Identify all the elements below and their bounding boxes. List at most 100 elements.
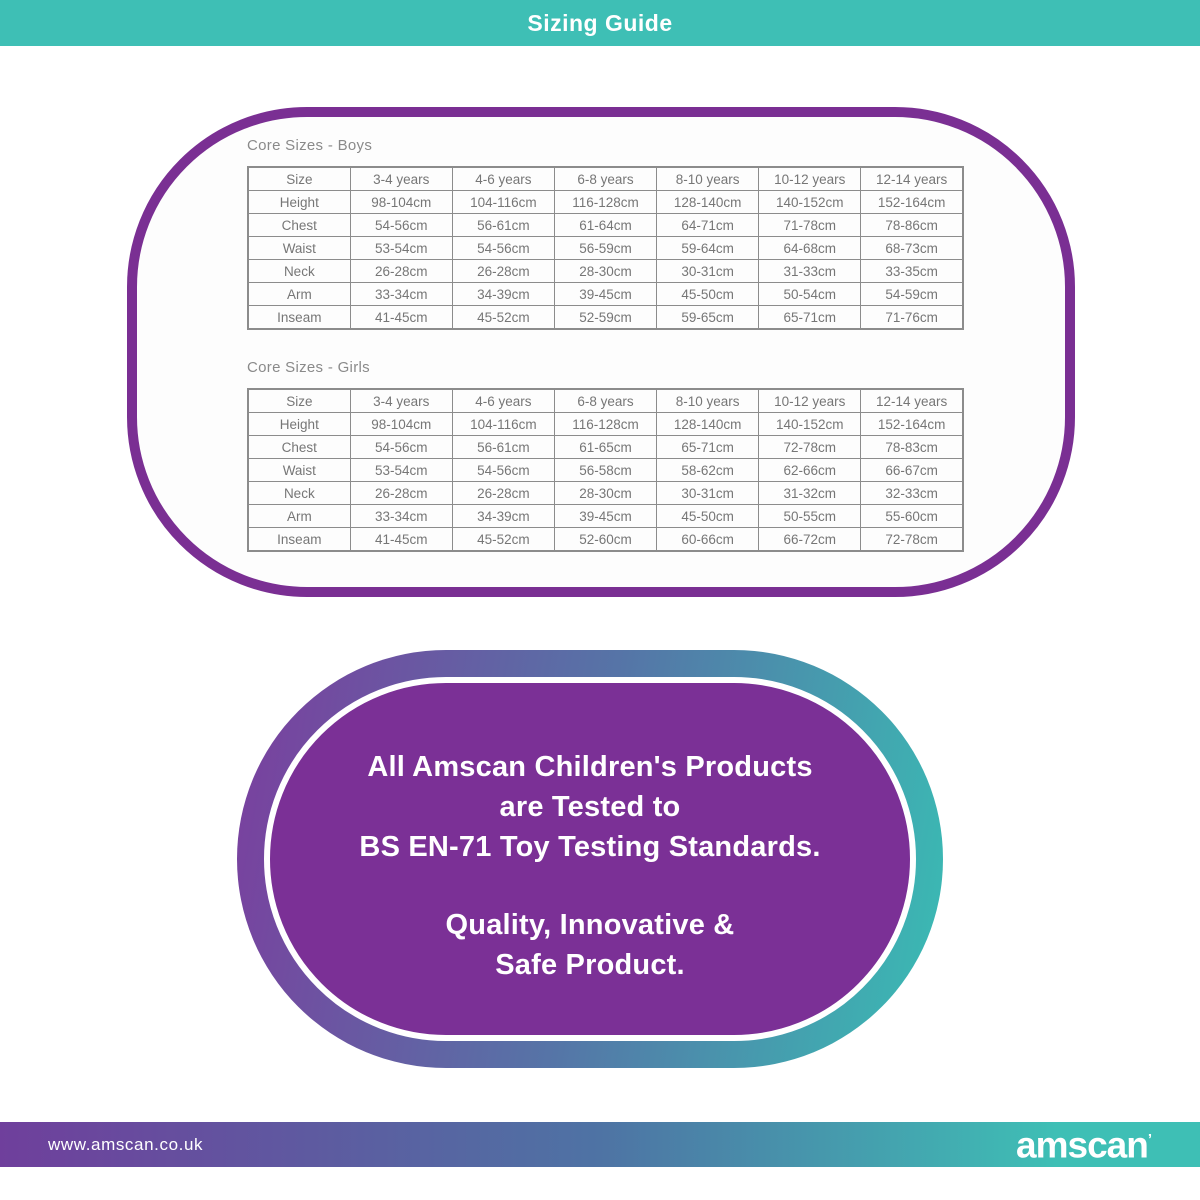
table-row: Arm 33-34cm 34-39cm 39-45cm 45-50cm 50-55cm 55… [247,504,964,528]
girls-size-table: Size 3-4 years 4-6 years 6-8 years 8-10 year… [247,388,964,552]
value-cell: 50-55cm [758,504,862,528]
girls-size-section: Core Sizes - Girls Size 3-4 years 4-6 year… [247,359,964,552]
value-cell: 56-61cm [451,213,555,237]
boys-size-section: Core Sizes - Boys Size 3-4 years 4-6 years… [247,137,964,330]
value-cell: 10-12 years [758,388,862,413]
value-cell: 26-28cm [451,259,555,283]
value-cell: 12-14 years [860,166,964,191]
value-cell: 3-4 years [349,388,453,413]
quality-badge-inner: All Amscan Children's Products are Teste… [264,677,916,1041]
table-row: Height 98-104cm 104-116cm 116-128cm 128-140c… [247,412,964,436]
value-cell: 98-104cm [349,412,453,436]
row-label-cell: Neck [247,259,351,283]
value-cell: 54-59cm [860,282,964,306]
value-cell: 59-64cm [656,236,760,260]
value-cell: 116-128cm [553,412,658,436]
value-cell: 32-33cm [860,481,964,505]
value-cell: 3-4 years [349,166,453,191]
value-cell: 28-30cm [553,481,658,505]
value-cell: 30-31cm [656,259,760,283]
table-header-row: Size 3-4 years 4-6 years 6-8 years 8-10 year… [247,166,964,191]
value-cell: 41-45cm [349,527,453,552]
table-row: Chest 54-56cm 56-61cm 61-65cm 65-71cm 72-78cm… [247,435,964,459]
footer-bar: www.amscan.co.uk amscan’ [0,1122,1200,1167]
table-row: Waist 53-54cm 54-56cm 56-58cm 58-62cm 62-66cm… [247,458,964,482]
value-cell: 52-59cm [553,305,658,330]
value-cell: 56-58cm [553,458,658,482]
value-cell: 26-28cm [349,481,453,505]
value-cell: 33-35cm [860,259,964,283]
table-row: Inseam 41-45cm 45-52cm 52-60cm 60-66cm 66-72c… [247,527,964,552]
value-cell: 45-52cm [451,305,555,330]
value-cell: 33-34cm [349,282,453,306]
row-label-cell: Arm [247,504,351,528]
value-cell: 128-140cm [656,190,760,214]
value-cell: 45-50cm [656,282,760,306]
page-title: Sizing Guide [527,9,673,36]
value-cell: 72-78cm [860,527,964,552]
value-cell: 65-71cm [656,435,760,459]
value-cell: 61-65cm [553,435,658,459]
value-cell: 50-54cm [758,282,862,306]
boys-size-table: Size 3-4 years 4-6 years 6-8 years 8-10 year… [247,166,964,330]
table-header-row: Size 3-4 years 4-6 years 6-8 years 8-10 year… [247,388,964,413]
row-label-cell: Height [247,412,351,436]
quality-badge: All Amscan Children's Products are Teste… [237,650,943,1068]
value-cell: 58-62cm [656,458,760,482]
value-cell: 53-54cm [349,236,453,260]
value-cell: 98-104cm [349,190,453,214]
amscan-logo: amscan’ [1016,1120,1152,1165]
value-cell: 128-140cm [656,412,760,436]
value-cell: 45-50cm [656,504,760,528]
value-cell: 10-12 years [758,166,862,191]
value-cell: 54-56cm [451,458,555,482]
value-cell: 34-39cm [451,504,555,528]
table-row: Inseam 41-45cm 45-52cm 52-59cm 59-65cm 65-71c… [247,305,964,330]
row-label-cell: Chest [247,213,351,237]
value-cell: 33-34cm [349,504,453,528]
badge-line: Quality, Innovative & [445,909,735,941]
row-label-cell: Height [247,190,351,214]
badge-line: Safe Product. [495,949,685,981]
value-cell: 39-45cm [553,282,658,306]
value-cell: 28-30cm [553,259,658,283]
value-cell: 71-78cm [758,213,862,237]
website-url[interactable]: www.amscan.co.uk [48,1134,204,1154]
value-cell: 140-152cm [758,190,862,214]
value-cell: 8-10 years [656,388,760,413]
row-label-cell: Inseam [247,305,351,330]
value-cell: 31-32cm [758,481,862,505]
value-cell: 41-45cm [349,305,453,330]
amscan-logo-mark: ’ [1147,1130,1152,1148]
value-cell: 78-86cm [860,213,964,237]
row-label-cell: Waist [247,236,351,260]
value-cell: 52-60cm [553,527,658,552]
value-cell: 53-54cm [349,458,453,482]
row-label-cell: Inseam [247,527,351,552]
value-cell: 8-10 years [656,166,760,191]
value-cell: 26-28cm [451,481,555,505]
table-row: Height 98-104cm 104-116cm 116-128cm 128-140c… [247,190,964,214]
value-cell: 140-152cm [758,412,862,436]
value-cell: 31-33cm [758,259,862,283]
value-cell: 4-6 years [451,388,555,413]
badge-line: are Tested to [499,791,681,823]
value-cell: 152-164cm [860,412,964,436]
row-label-cell: Waist [247,458,351,482]
value-cell: 104-116cm [451,190,555,214]
value-cell: 59-65cm [656,305,760,330]
row-label-cell: Arm [247,282,351,306]
value-cell: 152-164cm [860,190,964,214]
value-cell: 60-66cm [656,527,760,552]
value-cell: 6-8 years [553,388,658,413]
value-cell: 56-61cm [451,435,555,459]
row-label-cell: Size [247,166,351,191]
value-cell: 116-128cm [553,190,658,214]
table-row: Neck 26-28cm 26-28cm 28-30cm 30-31cm 31-32cm 3… [247,481,964,505]
value-cell: 64-68cm [758,236,862,260]
value-cell: 65-71cm [758,305,862,330]
table-row: Arm 33-34cm 34-39cm 39-45cm 45-50cm 50-54cm 54… [247,282,964,306]
row-label-cell: Neck [247,481,351,505]
badge-line: BS EN-71 Toy Testing Standards. [359,831,821,863]
girls-table-title: Core Sizes - Girls [247,359,370,376]
